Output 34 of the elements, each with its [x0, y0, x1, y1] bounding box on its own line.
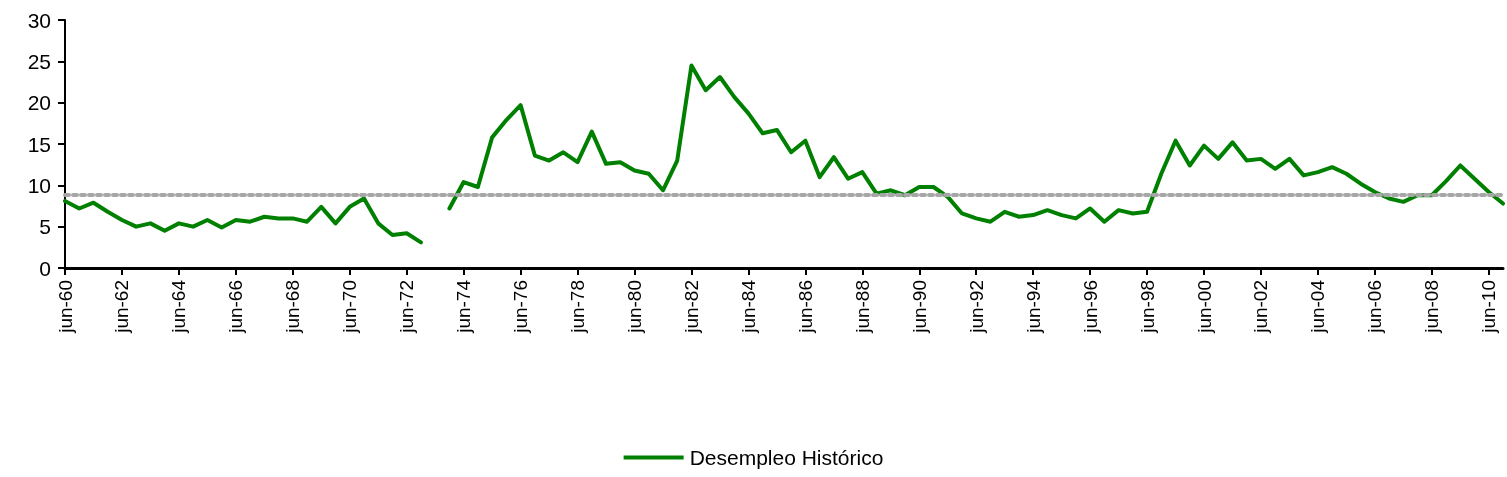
- x-tick-label: jun-84: [737, 279, 759, 334]
- legend-label: Desempleo Histórico: [689, 446, 884, 469]
- x-tick-label: jun-88: [851, 280, 873, 334]
- x-tick-label: jun-62: [111, 280, 133, 334]
- y-tick-label: 0: [39, 256, 51, 280]
- x-tick-label: jun-86: [794, 280, 816, 334]
- x-tick-label: jun-78: [567, 280, 589, 334]
- x-tick-label: jun-60: [54, 280, 76, 334]
- x-tick-label: jun-06: [1364, 280, 1386, 334]
- y-tick-label: 20: [27, 91, 51, 115]
- x-tick-label: jun-02: [1250, 280, 1272, 334]
- x-tick-label: jun-00: [1193, 280, 1215, 334]
- y-tick-label: 30: [27, 8, 51, 32]
- x-tick-label: jun-98: [1136, 280, 1158, 334]
- x-tick-label: jun-92: [965, 280, 987, 334]
- x-tick-label: jun-66: [225, 280, 247, 334]
- x-tick-label: jun-94: [1022, 279, 1044, 334]
- x-tick-label: jun-64: [168, 279, 190, 334]
- y-tick-label: 15: [27, 132, 51, 156]
- x-tick-label: jun-04: [1307, 279, 1329, 334]
- x-tick-label: jun-70: [339, 280, 361, 334]
- x-tick-label: jun-90: [908, 280, 930, 334]
- x-tick-label: jun-82: [680, 280, 702, 334]
- x-tick-label: jun-76: [510, 280, 532, 334]
- x-tick-label: jun-96: [1079, 280, 1101, 334]
- x-tick-label: jun-72: [396, 280, 418, 334]
- y-tick-label: 5: [39, 215, 51, 239]
- x-tick-label: jun-10: [1478, 280, 1500, 334]
- x-tick-label: jun-74: [453, 279, 475, 334]
- x-tick-label: jun-08: [1421, 280, 1443, 334]
- x-tick-label: jun-68: [282, 280, 304, 334]
- y-tick-label: 10: [27, 173, 51, 197]
- y-tick-label: 25: [27, 49, 51, 73]
- x-tick-label: jun-80: [624, 280, 646, 334]
